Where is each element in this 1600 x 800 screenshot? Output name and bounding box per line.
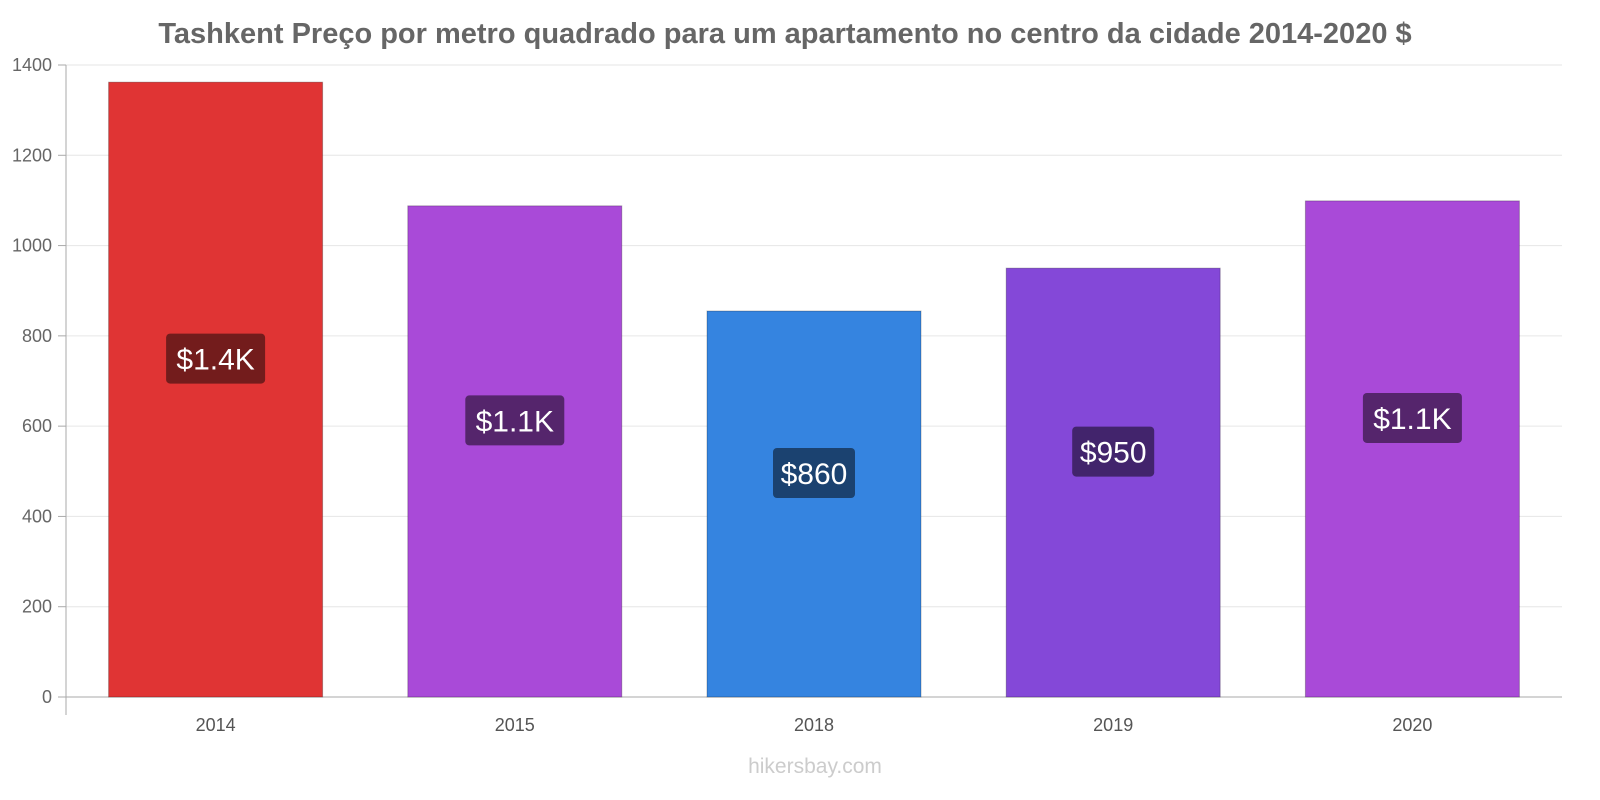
y-tick-label: 400 (22, 506, 52, 526)
data-label-background (1072, 426, 1155, 477)
data-label: $1.1K (476, 405, 554, 438)
data-label-background (773, 448, 855, 499)
bar-2019 (1005, 267, 1221, 698)
data-label: $1.1K (1373, 403, 1451, 436)
watermark: hikersbay.com (748, 755, 882, 778)
bar-2014 (108, 81, 324, 698)
bar-2018 (706, 310, 922, 698)
y-tick-label: 600 (22, 416, 52, 436)
x-tick-label: 2019 (1093, 715, 1133, 735)
y-tick-label: 1200 (12, 145, 52, 165)
y-tick-label: 800 (22, 326, 52, 346)
data-label-background (166, 333, 266, 384)
data-label-background (465, 395, 565, 446)
x-tick-label: 2014 (196, 715, 236, 735)
data-label: $860 (781, 458, 848, 491)
data-label-background (1362, 392, 1462, 443)
x-tick-label: 2018 (794, 715, 834, 735)
bar-2020 (1304, 200, 1520, 698)
data-label: $950 (1080, 437, 1147, 470)
y-tick-label: 1400 (12, 55, 52, 75)
chart-title: Tashkent Preço por metro quadrado para u… (158, 18, 1411, 50)
y-tick-label: 200 (22, 597, 52, 617)
x-tick-label: 2020 (1392, 715, 1432, 735)
data-label: $1.4K (176, 344, 254, 377)
y-tick-label: 1000 (12, 236, 52, 256)
bar-2015 (407, 205, 623, 698)
y-tick-label: 0 (42, 687, 52, 707)
x-tick-label: 2015 (495, 715, 535, 735)
